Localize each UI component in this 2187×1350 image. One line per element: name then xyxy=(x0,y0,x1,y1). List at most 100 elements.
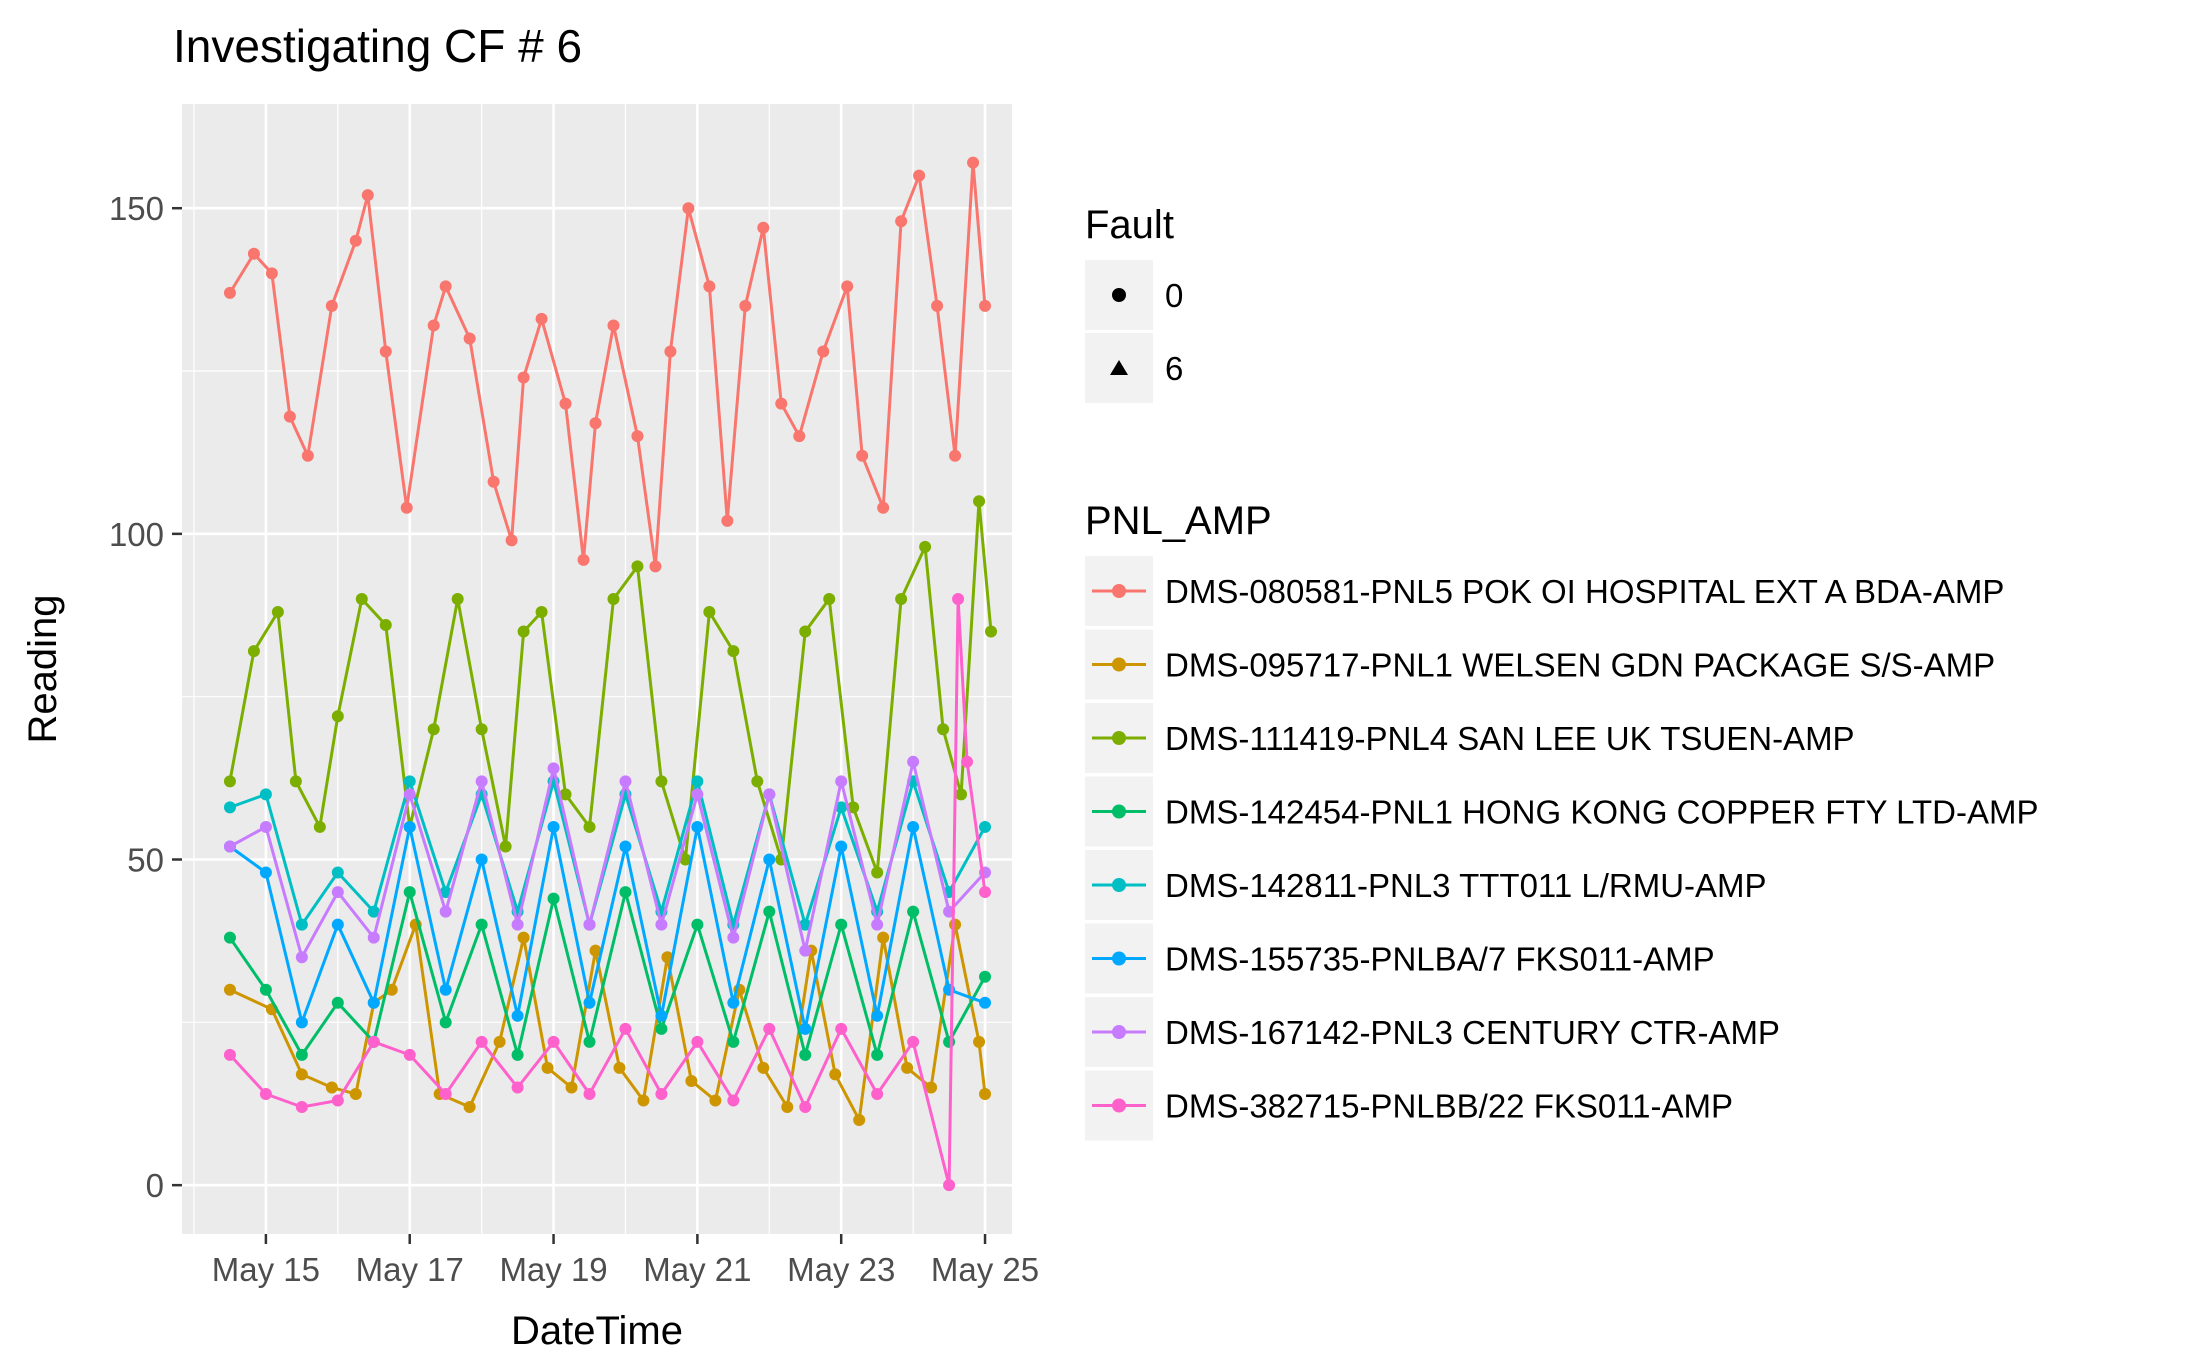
data-point xyxy=(763,788,776,801)
data-point xyxy=(223,775,236,788)
data-point xyxy=(799,1100,812,1113)
data-point xyxy=(901,1061,914,1074)
fault-legend-title: Fault xyxy=(1085,203,1174,247)
data-point xyxy=(763,905,776,918)
data-point xyxy=(403,788,416,801)
series-legend-label: DMS-382715-PNLBB/22 FKS011-AMP xyxy=(1165,1088,1733,1125)
data-point xyxy=(655,1022,668,1035)
data-point xyxy=(895,592,908,605)
data-point xyxy=(403,775,416,788)
data-point xyxy=(943,1179,956,1192)
data-point xyxy=(907,755,920,768)
data-point xyxy=(919,540,932,553)
triangle-marker-icon xyxy=(1110,360,1128,375)
fault-legend-label: 0 xyxy=(1165,277,1183,314)
data-point xyxy=(721,514,734,527)
data-point xyxy=(517,931,530,944)
series-legend-title: PNL_AMP xyxy=(1085,499,1272,543)
data-point xyxy=(223,801,236,814)
data-point xyxy=(505,534,518,547)
data-point xyxy=(661,951,674,964)
series-legend-item: DMS-095717-PNL1 WELSEN GDN PACKAGE S/S-A… xyxy=(1085,629,1995,700)
series-line xyxy=(229,775,987,931)
data-point xyxy=(853,1114,866,1127)
data-point xyxy=(907,820,920,833)
data-point xyxy=(223,983,236,996)
data-point xyxy=(511,1081,524,1094)
data-point xyxy=(475,918,488,931)
x-tick-label: May 23 xyxy=(787,1251,895,1288)
data-point xyxy=(655,775,668,788)
data-point xyxy=(943,1035,956,1048)
data-point xyxy=(835,840,848,853)
series-legend-label: DMS-080581-PNL5 POK OI HOSPITAL EXT A BD… xyxy=(1165,573,2004,610)
series-4 xyxy=(223,886,992,1061)
data-point xyxy=(259,820,272,833)
data-point xyxy=(295,918,308,931)
data-point xyxy=(727,645,740,658)
data-point xyxy=(823,592,836,605)
data-point xyxy=(925,1081,938,1094)
data-point xyxy=(607,592,620,605)
x-tick-label: May 21 xyxy=(643,1251,751,1288)
series-legend-item: DMS-167142-PNL3 CENTURY CTR-AMP xyxy=(1085,997,1780,1067)
data-point xyxy=(331,1094,344,1107)
data-point xyxy=(763,1022,776,1035)
data-point xyxy=(535,606,548,619)
data-point xyxy=(331,886,344,899)
data-point xyxy=(937,723,950,736)
data-point xyxy=(949,449,962,462)
data-point xyxy=(265,267,278,280)
data-point xyxy=(511,1048,524,1061)
data-point xyxy=(979,996,992,1009)
data-point xyxy=(817,345,830,358)
data-point xyxy=(691,788,704,801)
data-point xyxy=(379,619,392,632)
data-point xyxy=(331,996,344,1009)
x-axis: May 15 May 17 May 19 May 21 May 23 May 25 xyxy=(212,1234,1039,1288)
data-point xyxy=(739,299,752,312)
data-point xyxy=(400,501,413,514)
chart-title: Investigating CF # 6 xyxy=(173,20,582,72)
series-legend-item: DMS-155735-PNLBA/7 FKS011-AMP xyxy=(1085,923,1715,994)
legend-point xyxy=(1112,657,1126,672)
data-point xyxy=(727,1094,740,1107)
data-point xyxy=(325,299,338,312)
series-legend-label: DMS-167142-PNL3 CENTURY CTR-AMP xyxy=(1165,1014,1780,1051)
series-legend-label: DMS-142454-PNL1 HONG KONG COPPER FTY LTD… xyxy=(1165,794,2039,831)
data-point xyxy=(583,1087,596,1100)
data-point xyxy=(331,918,344,931)
series-legend-item: DMS-382715-PNLBB/22 FKS011-AMP xyxy=(1085,1070,1733,1141)
data-point xyxy=(493,1035,506,1048)
data-point xyxy=(709,1094,722,1107)
data-point xyxy=(475,1035,488,1048)
data-point xyxy=(655,918,668,931)
data-point xyxy=(685,1074,698,1087)
series-line xyxy=(229,761,987,962)
data-point xyxy=(295,1100,308,1113)
series-legend-label: DMS-142811-PNL3 TTT011 L/RMU-AMP xyxy=(1165,867,1767,904)
series-line xyxy=(228,598,987,1186)
series-8 xyxy=(223,592,992,1192)
data-point xyxy=(655,1087,668,1100)
data-point xyxy=(679,853,692,866)
y-axis-title: Reading xyxy=(21,594,65,743)
data-point xyxy=(727,931,740,944)
data-point xyxy=(703,280,716,293)
data-point xyxy=(895,215,908,228)
data-point xyxy=(979,820,992,833)
data-point xyxy=(619,840,632,853)
data-point xyxy=(619,775,632,788)
y-tick-label: 100 xyxy=(109,516,164,553)
data-point xyxy=(835,775,848,788)
data-point xyxy=(511,918,524,931)
data-point xyxy=(439,905,452,918)
series-legend-item: DMS-142811-PNL3 TTT011 L/RMU-AMP xyxy=(1085,850,1767,920)
series-3 xyxy=(223,495,998,879)
data-point xyxy=(451,592,464,605)
data-point xyxy=(799,1048,812,1061)
data-point xyxy=(559,788,572,801)
data-point xyxy=(475,723,488,736)
data-point xyxy=(577,553,590,566)
x-tick-label: May 19 xyxy=(499,1251,607,1288)
